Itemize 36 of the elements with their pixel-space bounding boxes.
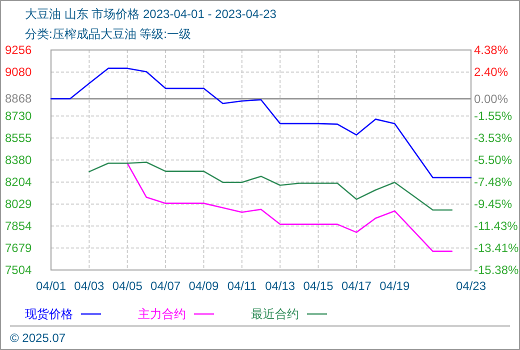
- y2-tick-label: 4.38%: [474, 43, 508, 57]
- x-tick-label: 04/07: [150, 279, 181, 293]
- y2-tick-label: -11.43%: [474, 219, 518, 234]
- y-tick-label: 9080: [5, 65, 32, 80]
- y2-tick-label: -5.50%: [474, 153, 512, 167]
- y-tick-label: 8029: [5, 197, 32, 212]
- y2-tick-label: -13.41%: [474, 241, 520, 256]
- x-tick-label: 04/19: [380, 279, 410, 293]
- y-tick-label: 8730: [5, 109, 32, 124]
- x-tick-label: 04/01: [36, 279, 66, 293]
- y-tick-label: 7504: [5, 263, 32, 277]
- title: 大豆油 山东 市场价格 2023-04-01 - 2023-04-23: [25, 7, 276, 21]
- y-tick-label: 8868: [5, 92, 32, 106]
- x-tick-label: 04/05: [112, 279, 143, 293]
- x-tick-label: 04/09: [188, 279, 220, 293]
- x-tick-label: 04/15: [303, 279, 334, 293]
- y2-tick-label: -15.38%: [474, 263, 520, 277]
- y2-tick-label: -9.45%: [474, 196, 512, 211]
- y2-tick-label: -3.53%: [474, 131, 512, 146]
- y-tick-label: 8204: [5, 175, 32, 190]
- y2-tick-label: 0.00%: [474, 92, 508, 106]
- x-tick-label: 04/11: [227, 279, 257, 293]
- subtitle: 分类:压榨成品大豆油 等级:一级: [25, 27, 192, 41]
- x-tick-label: 04/03: [74, 279, 105, 293]
- y2-tick-label: -7.48%: [474, 175, 512, 190]
- annotation: © 2025.07: [10, 331, 66, 345]
- y-tick-label: 7854: [5, 219, 32, 234]
- y-tick-label: 7679: [5, 241, 32, 256]
- y-tick-label: 8380: [5, 153, 32, 167]
- y2-tick-label: 2.40%: [474, 65, 508, 80]
- x-tick-label: 04/17: [341, 279, 372, 293]
- y-tick-label: 9256: [5, 43, 32, 57]
- x-tick-label: 04/13: [265, 279, 296, 293]
- x-tick-label: 04/23: [456, 279, 486, 293]
- y-tick-label: 8555: [5, 131, 32, 146]
- y2-tick-label: -1.55%: [474, 109, 512, 124]
